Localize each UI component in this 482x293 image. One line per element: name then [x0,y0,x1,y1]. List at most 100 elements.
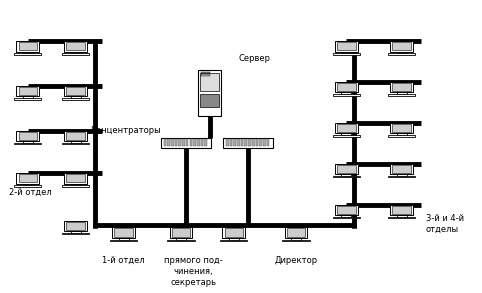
Bar [223,138,273,148]
Bar [67,132,85,140]
Bar [229,139,232,146]
Bar [167,239,195,241]
Bar [259,139,262,146]
Bar [200,94,219,107]
Bar [225,228,243,236]
Bar [71,141,80,143]
Bar [337,83,356,91]
Bar [388,135,415,137]
Bar [252,139,254,146]
Bar [67,42,85,50]
Bar [199,70,221,116]
Bar [23,96,33,98]
Bar [14,185,41,187]
Bar [220,239,247,241]
Bar [333,176,360,178]
Bar [71,52,80,53]
Bar [390,82,413,93]
Bar [333,53,360,55]
Bar [18,132,37,140]
Bar [112,227,135,238]
Bar [201,74,211,76]
Bar [64,173,87,184]
Bar [222,227,245,238]
Bar [186,139,188,146]
Bar [182,139,185,146]
Bar [244,139,247,146]
Bar [189,139,192,146]
Bar [119,238,129,239]
Bar [335,123,358,133]
Bar [71,231,80,233]
Bar [397,133,406,135]
Bar [64,221,87,231]
Bar [201,139,203,146]
Bar [64,131,87,141]
Bar [18,87,37,95]
Text: прямого под-
чинения,
секретарь: прямого под- чинения, секретарь [164,256,223,287]
Bar [337,206,356,214]
Bar [171,139,174,146]
Bar [16,41,39,52]
Bar [237,139,240,146]
Bar [64,41,87,52]
Bar [390,205,413,215]
Bar [197,139,200,146]
Bar [71,96,80,98]
Bar [341,133,351,135]
Bar [23,52,33,53]
Bar [110,239,137,241]
Bar [337,124,356,132]
Bar [176,238,186,239]
Bar [333,217,360,218]
Bar [62,233,89,234]
Bar [282,239,310,241]
Bar [16,86,39,96]
Bar [23,141,33,143]
Bar [167,139,170,146]
Text: Директор: Директор [275,256,318,265]
Bar [226,139,228,146]
Bar [18,42,37,50]
Bar [170,227,192,238]
Bar [62,185,89,187]
Bar [388,94,415,96]
Bar [62,143,89,144]
Bar [335,164,358,174]
Bar [392,165,411,173]
Bar [333,135,360,137]
Bar [163,139,166,146]
Bar [337,165,356,173]
Bar [285,227,308,238]
Bar [335,41,358,52]
Bar [392,42,411,50]
Bar [291,238,301,239]
Bar [392,83,411,91]
Bar [397,174,406,176]
Bar [248,139,251,146]
Bar [71,184,80,185]
Bar [14,98,41,100]
Bar [114,228,133,236]
Bar [14,143,41,144]
Bar [161,138,211,148]
Bar [388,53,415,55]
Text: Сервер: Сервер [239,54,270,64]
Bar [397,93,406,94]
Bar [337,42,356,50]
Bar [333,94,360,96]
Bar [16,173,39,184]
Bar [335,205,358,215]
Bar [287,228,305,236]
Bar [172,228,190,236]
Bar [18,174,37,182]
Bar [341,52,351,53]
Bar [267,139,269,146]
Bar [341,93,351,94]
Bar [263,139,266,146]
Bar [390,164,413,174]
Bar [178,139,181,146]
Bar [67,87,85,95]
Bar [341,174,351,176]
Bar [62,53,89,55]
